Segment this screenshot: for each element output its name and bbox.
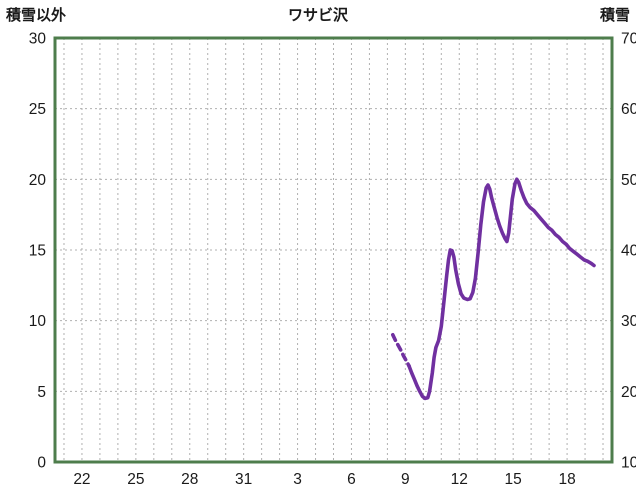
y-axis-left-labels: 0 5 10 15 20 25 30 (29, 31, 47, 472)
series-line-solid (407, 177, 596, 401)
svg-text:50: 50 (621, 172, 636, 189)
svg-text:9: 9 (401, 471, 410, 488)
series-lines (390, 177, 596, 401)
svg-text:10: 10 (621, 455, 636, 472)
svg-text:31: 31 (235, 471, 252, 488)
svg-text:10: 10 (29, 313, 47, 330)
plot-border (53, 36, 614, 464)
svg-text:30: 30 (29, 31, 47, 48)
svg-text:22: 22 (73, 471, 90, 488)
svg-text:15: 15 (505, 471, 522, 488)
svg-text:18: 18 (558, 471, 575, 488)
y-axis-right-labels: 10 20 30 40 50 60 70 (621, 31, 636, 472)
svg-text:20: 20 (29, 172, 47, 189)
svg-text:70: 70 (621, 31, 636, 48)
svg-text:12: 12 (451, 471, 468, 488)
svg-text:25: 25 (29, 101, 46, 118)
svg-text:60: 60 (621, 101, 636, 118)
svg-text:5: 5 (37, 384, 46, 401)
svg-text:30: 30 (621, 313, 636, 330)
svg-text:28: 28 (181, 471, 198, 488)
svg-text:25: 25 (127, 471, 144, 488)
svg-text:3: 3 (293, 471, 302, 488)
svg-text:40: 40 (621, 243, 636, 260)
series-line-dashed (390, 332, 411, 368)
x-gridlines (63, 38, 604, 462)
svg-text:6: 6 (347, 471, 356, 488)
svg-text:0: 0 (37, 455, 46, 472)
svg-text:15: 15 (29, 243, 46, 260)
svg-text:20: 20 (621, 384, 636, 401)
x-tick-labels: 22 25 28 31 3 6 9 12 15 18 (73, 471, 575, 488)
